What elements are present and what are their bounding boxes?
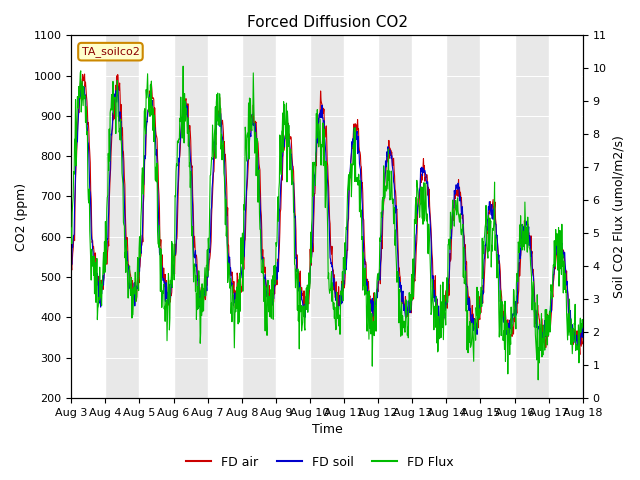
FD soil [438,313,445,319]
Bar [140,36,173,398]
FD soil [78,83,86,88]
Bar [276,36,310,398]
FD Flux [547,297,554,303]
FD Flux [332,327,340,333]
FD Flux [134,267,142,273]
FD soil [579,324,587,329]
FD air [438,321,445,327]
FD air [67,262,75,268]
FD soil [258,256,266,262]
FD soil [204,264,211,270]
FD Flux [258,269,266,275]
FD soil [546,312,554,317]
Bar [344,36,378,398]
Text: TA_soilco2: TA_soilco2 [81,46,140,57]
FD air [135,276,143,281]
Line: FD Flux: FD Flux [71,66,583,380]
FD Flux [438,325,445,331]
FD Flux [179,63,187,69]
Line: FD soil: FD soil [71,85,583,346]
FD Flux [534,377,542,383]
FD air [579,339,587,345]
X-axis label: Time: Time [312,423,342,436]
FD air [332,290,340,296]
Bar [412,36,446,398]
FD Flux [67,225,75,231]
FD air [81,71,88,77]
Title: Forced Diffusion CO2: Forced Diffusion CO2 [246,15,408,30]
Y-axis label: CO2 (ppm): CO2 (ppm) [15,182,28,251]
Line: FD air: FD air [71,74,583,355]
FD Flux [579,324,587,329]
FD air [546,321,554,327]
Bar [548,36,583,398]
FD soil [67,253,75,259]
FD Flux [204,247,211,252]
Y-axis label: Soil CO2 Flux (umol/m2/s): Soil CO2 Flux (umol/m2/s) [612,135,625,298]
FD soil [135,275,143,281]
Bar [207,36,242,398]
FD air [258,229,266,235]
Legend: FD air, FD soil, FD Flux: FD air, FD soil, FD Flux [181,451,459,474]
FD air [576,352,584,358]
FD air [204,273,211,278]
Bar [71,36,106,398]
FD soil [573,343,581,348]
FD soil [332,298,340,303]
Bar [481,36,515,398]
